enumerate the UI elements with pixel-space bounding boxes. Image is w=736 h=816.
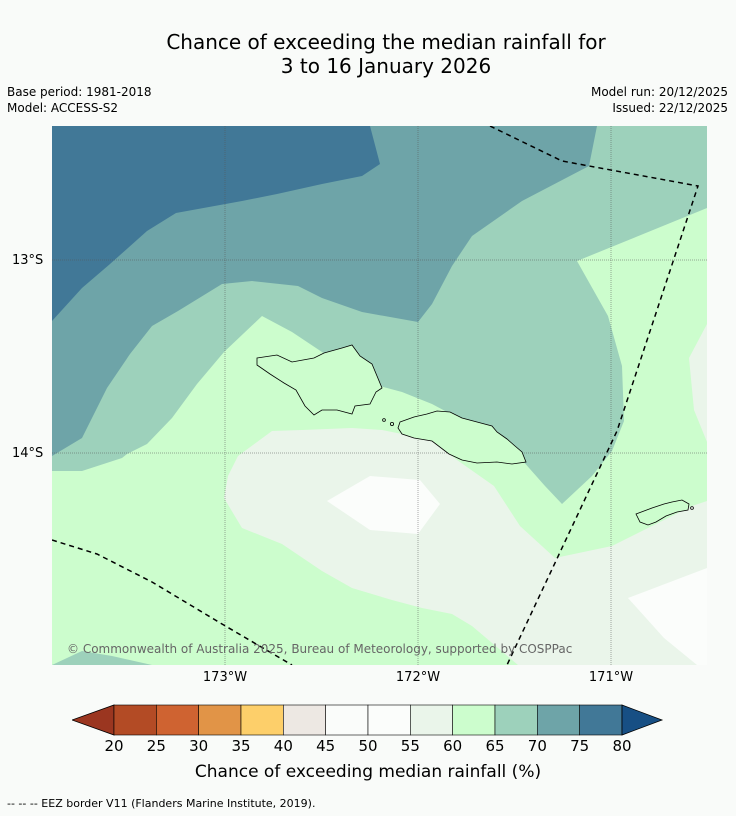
colorbar-under-triangle	[70, 704, 115, 736]
colorbar-tick: 80	[612, 737, 632, 755]
colorbar	[70, 704, 664, 740]
eez-footnote: -- -- -- EEZ border V11 (Flanders Marine…	[7, 797, 316, 810]
colorbar-tick: 60	[443, 737, 463, 755]
colorbar-cell	[494, 704, 538, 736]
base-period: Base period: 1981-2018	[7, 85, 152, 99]
colorbar-svg	[70, 704, 664, 736]
island-upolu	[397, 410, 527, 465]
lon-tick-171w: 171°W	[588, 670, 634, 685]
colorbar-tick: 30	[189, 737, 209, 755]
colorbar-cell	[240, 704, 284, 736]
colorbar-tick: 25	[146, 737, 166, 755]
copyright-notice: © Commonwealth of Australia 2025, Bureau…	[67, 642, 573, 656]
colorbar-cell	[410, 704, 453, 736]
colorbar-tick: 35	[231, 737, 251, 755]
colorbar-tick: 75	[570, 737, 590, 755]
lon-tick-173w: 173°W	[202, 670, 248, 685]
issued-date: Issued: 22/12/2025	[612, 101, 728, 115]
zone-60-65	[224, 428, 707, 665]
meta-right: Model run: 20/12/2025 Issued: 22/12/2025	[591, 84, 728, 116]
eez-border	[52, 126, 699, 665]
lon-tick-172w: 172°W	[395, 670, 441, 685]
colorbar-cell	[367, 704, 411, 736]
zone-70-75-sw	[52, 651, 152, 665]
colorbar-tick: 50	[358, 737, 378, 755]
map-svg	[52, 126, 707, 665]
island-manono	[382, 418, 386, 422]
colorbar-cell	[198, 704, 242, 736]
colorbar-label: Chance of exceeding median rainfall (%)	[194, 762, 542, 782]
lat-tick-14s: 14°S	[12, 446, 44, 461]
title-line-1: Chance of exceeding the median rainfall …	[166, 30, 606, 54]
colorbar-cell	[156, 704, 199, 736]
lat-tick-13s: 13°S	[12, 253, 44, 268]
colorbar-tick: 70	[527, 737, 547, 755]
colorbar-cell	[537, 704, 580, 736]
island-apolima	[389, 421, 394, 426]
zone-55-60-b	[628, 568, 707, 665]
colorbar-cell	[579, 704, 623, 736]
colorbar-cell	[325, 704, 369, 736]
map-panel	[52, 126, 707, 665]
colorbar-cell	[283, 704, 326, 736]
colorbar-tick: 40	[273, 737, 293, 755]
title-line-2: 3 to 16 January 2026	[280, 54, 492, 78]
colorbar-cell	[452, 704, 496, 736]
colorbar-over-triangle	[621, 704, 664, 736]
zone-55-60-a	[327, 476, 440, 534]
island-tutuila	[635, 499, 690, 526]
map-title: Chance of exceeding the median rainfall …	[0, 30, 736, 78]
meta-left: Base period: 1981-2018 Model: ACCESS-S2	[7, 84, 152, 116]
island-aunuu	[690, 506, 694, 510]
model-name: Model: ACCESS-S2	[7, 101, 119, 115]
zone-60-65-east	[689, 324, 707, 442]
colorbar-tick: 55	[400, 737, 420, 755]
colorbar-tick: 65	[485, 737, 505, 755]
island-savaii	[256, 344, 383, 416]
zone-over-80	[52, 126, 380, 321]
colorbar-tick: 45	[316, 737, 336, 755]
colorbar-cell	[113, 704, 157, 736]
colorbar-tick: 20	[104, 737, 124, 755]
model-run: Model run: 20/12/2025	[590, 85, 728, 99]
